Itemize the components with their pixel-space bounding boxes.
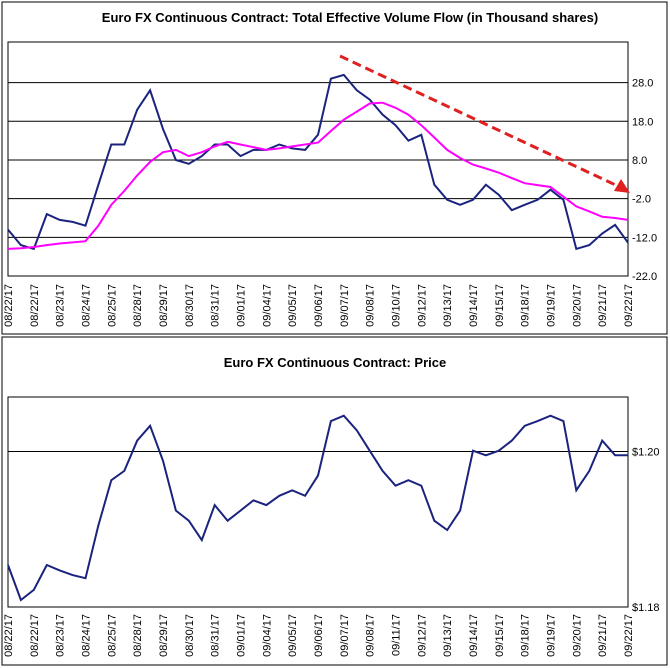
plot-frame <box>7 41 629 277</box>
x-tick-label: 09/01/17 <box>236 284 248 327</box>
x-tick-label: 09/15/17 <box>494 614 506 657</box>
trend-line <box>339 54 623 190</box>
x-tick-label: 09/04/17 <box>261 614 273 657</box>
panel-frame <box>1 336 668 666</box>
x-tick-label: 09/19/17 <box>546 284 558 327</box>
x-tick-label: 08/28/17 <box>132 284 144 327</box>
x-tick-label: 08/23/17 <box>55 614 67 657</box>
x-tick-label: 08/29/17 <box>158 614 170 657</box>
panel-frame <box>1 1 668 335</box>
x-tick-label: 09/04/17 <box>261 284 273 327</box>
x-tick-label: 08/22/17 <box>3 284 15 327</box>
x-tick-label: 08/29/17 <box>158 284 170 327</box>
y-tick-label: 28.0 <box>632 78 653 90</box>
x-tick-label: 08/30/17 <box>184 614 196 657</box>
x-tick-label: 09/08/17 <box>365 284 377 327</box>
x-tick-label: 09/12/17 <box>416 614 428 657</box>
x-tick-label: 09/13/17 <box>442 614 454 657</box>
x-tick-label: 08/30/17 <box>184 284 196 327</box>
x-tick-label: 09/21/17 <box>597 284 609 327</box>
x-tick-label: 08/22/17 <box>3 614 15 657</box>
x-tick-label: 09/07/17 <box>339 284 351 327</box>
x-tick-label: 08/22/17 <box>29 614 41 657</box>
series-line <box>7 414 628 602</box>
x-tick-label: 08/25/17 <box>106 614 118 657</box>
x-tick-label: 09/14/17 <box>468 284 480 327</box>
series-line <box>7 101 629 250</box>
y-tick-label: -22.0 <box>632 271 657 283</box>
x-tick-label: 09/06/17 <box>313 284 325 327</box>
x-tick-label: 09/11/17 <box>391 614 403 656</box>
y-tick-label: 8.0 <box>632 155 647 167</box>
y-tick-label: -2.0 <box>632 194 651 206</box>
x-tick-label: 09/22/17 <box>623 284 635 327</box>
x-tick-label: 09/20/17 <box>571 284 583 327</box>
x-tick-label: 09/08/17 <box>365 614 377 657</box>
x-tick-label: 09/12/17 <box>416 284 428 327</box>
x-tick-label: 09/01/17 <box>236 614 248 657</box>
series-line <box>7 73 629 251</box>
x-tick-label: 09/05/17 <box>287 614 299 657</box>
y-tick-label: -12.0 <box>632 232 657 244</box>
x-tick-label: 08/23/17 <box>55 284 67 327</box>
y-tick-label: $1.18 <box>632 602 660 614</box>
y-tick-label: 18.0 <box>632 116 653 128</box>
x-tick-label: 08/28/17 <box>132 614 144 657</box>
y-tick-label: $1.20 <box>632 446 660 458</box>
chart-title: Euro FX Continuous Contract: Price <box>224 355 446 370</box>
plot-frame <box>7 396 629 608</box>
x-tick-label: 09/10/17 <box>391 284 403 327</box>
x-tick-label: 09/06/17 <box>313 614 325 657</box>
x-tick-label: 09/13/17 <box>442 284 454 327</box>
x-tick-label: 09/18/17 <box>520 614 532 657</box>
x-tick-label: 09/18/17 <box>520 284 532 327</box>
x-tick-label: 08/31/17 <box>210 284 222 327</box>
x-tick-label: 09/22/17 <box>623 614 635 657</box>
x-tick-label: 09/14/17 <box>468 614 480 657</box>
x-tick-label: 09/20/17 <box>571 614 583 657</box>
x-tick-label: 09/15/17 <box>494 284 506 327</box>
x-tick-label: 08/24/17 <box>81 614 93 657</box>
x-tick-label: 08/22/17 <box>29 284 41 327</box>
x-tick-label: 09/21/17 <box>597 614 609 657</box>
x-tick-label: 08/31/17 <box>210 614 222 657</box>
chart-title: Euro FX Continuous Contract: Total Effec… <box>102 10 598 25</box>
x-tick-label: 09/19/17 <box>546 614 558 657</box>
x-tick-label: 08/24/17 <box>81 284 93 327</box>
x-tick-label: 09/07/17 <box>339 614 351 657</box>
x-tick-label: 09/05/17 <box>287 284 299 327</box>
trend-arrowhead <box>614 179 630 193</box>
x-tick-label: 08/25/17 <box>106 284 118 327</box>
